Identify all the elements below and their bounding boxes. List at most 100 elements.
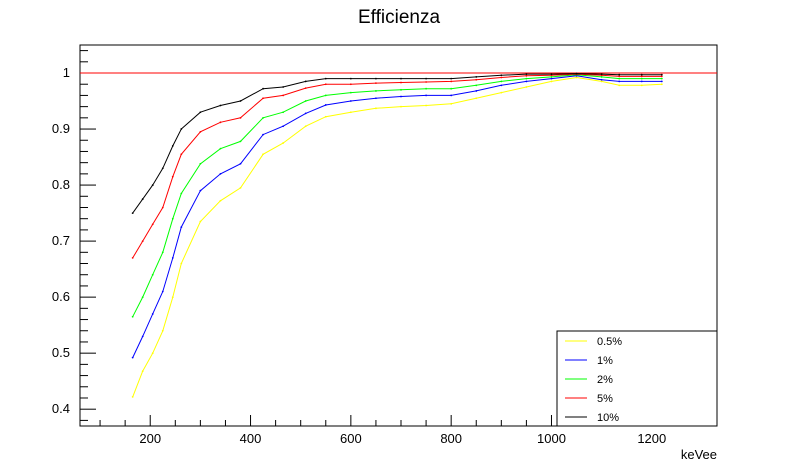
data-point-1pct (660, 80, 663, 83)
data-point-2pct (324, 94, 327, 97)
data-point-2pct (600, 76, 603, 78)
data-point-10pct (199, 111, 202, 114)
data-point-10pct (600, 73, 603, 76)
data-point-2pct (375, 90, 377, 92)
data-point-0-5pct (282, 142, 285, 144)
data-point-2pct (161, 251, 164, 254)
data-point-0-5pct (180, 262, 183, 265)
data-point-2pct (525, 77, 528, 80)
data-point-10pct (141, 198, 144, 200)
data-point-1pct (219, 172, 222, 175)
data-point-10pct (304, 80, 307, 83)
data-point-2pct (618, 77, 621, 80)
data-point-5pct (219, 121, 222, 124)
data-point-5pct (131, 257, 134, 259)
data-point-0-5pct (324, 115, 327, 118)
legend: 0.5% 1% 2% 5% 10% (556, 330, 718, 427)
data-point-1pct (450, 94, 453, 97)
y-tick-label: 0.5 (52, 345, 70, 360)
data-point-1pct (525, 80, 528, 83)
data-point-2pct (425, 87, 427, 90)
data-point-5pct (660, 75, 663, 78)
data-point-5pct (525, 74, 528, 77)
data-point-2pct (131, 315, 134, 318)
data-point-1pct (199, 189, 202, 192)
data-point-1pct (618, 80, 621, 83)
legend-label-2pct: 2% (597, 374, 613, 386)
data-point-1pct (239, 162, 242, 165)
data-point-0-5pct (171, 296, 174, 299)
data-point-1pct (131, 356, 134, 359)
data-point-1pct (425, 94, 427, 97)
data-point-0-5pct (425, 104, 427, 107)
data-point-5pct (375, 82, 377, 84)
legend-label-0-5pct: 0.5% (597, 336, 622, 348)
data-point-0-5pct (239, 186, 242, 189)
data-point-5pct (500, 76, 503, 79)
plot-frame (79, 44, 718, 427)
data-point-1pct (550, 77, 553, 80)
data-point-5pct (640, 75, 643, 78)
data-point-0-5pct (151, 352, 154, 355)
data-point-0-5pct (262, 153, 264, 156)
data-point-1pct (282, 125, 285, 128)
data-point-0-5pct (161, 329, 164, 332)
data-point-2pct (219, 147, 222, 150)
data-point-0-5pct (525, 86, 528, 88)
data-point-10pct (660, 73, 663, 76)
data-point-10pct (475, 76, 478, 78)
data-point-2pct (282, 111, 285, 114)
data-point-10pct (400, 77, 402, 80)
data-point-10pct (262, 87, 264, 90)
data-point-10pct (450, 77, 453, 80)
data-point-1pct (141, 335, 144, 338)
data-point-1pct (400, 95, 402, 98)
data-point-5pct (151, 223, 154, 226)
data-point-5pct (450, 80, 453, 83)
data-point-1pct (161, 290, 164, 293)
y-tick-label: 0.7 (52, 233, 70, 248)
data-point-5pct (262, 97, 264, 100)
data-point-1pct (349, 100, 352, 102)
data-point-5pct (141, 240, 144, 243)
data-point-0-5pct (349, 111, 352, 114)
data-point-10pct (324, 77, 327, 80)
data-point-10pct (131, 212, 134, 214)
data-point-10pct (375, 77, 377, 80)
data-point-5pct (618, 75, 621, 78)
data-point-10pct (151, 184, 154, 186)
data-point-5pct (199, 130, 202, 133)
data-point-5pct (282, 94, 285, 97)
series-line-2pct (132, 74, 662, 317)
data-point-10pct (161, 167, 164, 170)
x-tick-label: 1200 (637, 431, 666, 446)
data-point-0-5pct (575, 76, 578, 79)
data-point-10pct (425, 77, 427, 80)
data-point-5pct (161, 206, 164, 209)
data-point-2pct (199, 162, 202, 165)
data-point-0-5pct (375, 107, 377, 110)
data-point-10pct (171, 144, 174, 147)
data-point-2pct (304, 100, 307, 102)
data-point-0-5pct (500, 91, 503, 94)
data-point-2pct (180, 192, 183, 195)
data-point-1pct (475, 90, 478, 92)
data-point-5pct (475, 78, 478, 81)
data-point-1pct (500, 84, 503, 87)
y-tick-label: 1 (63, 65, 70, 80)
data-point-10pct (239, 100, 242, 102)
x-tick-label: 800 (440, 431, 462, 446)
data-point-1pct (304, 112, 307, 115)
data-point-2pct (550, 76, 553, 78)
data-point-10pct (550, 73, 553, 76)
y-tick-label: 0.8 (52, 177, 70, 192)
data-point-5pct (425, 81, 427, 83)
data-point-1pct (262, 133, 264, 136)
data-point-1pct (375, 97, 377, 100)
data-point-0-5pct (199, 220, 202, 223)
data-point-5pct (171, 175, 174, 178)
legend-label-5pct: 5% (597, 393, 613, 405)
data-point-2pct (171, 217, 174, 220)
data-point-10pct (640, 73, 643, 76)
data-point-10pct (525, 73, 528, 76)
